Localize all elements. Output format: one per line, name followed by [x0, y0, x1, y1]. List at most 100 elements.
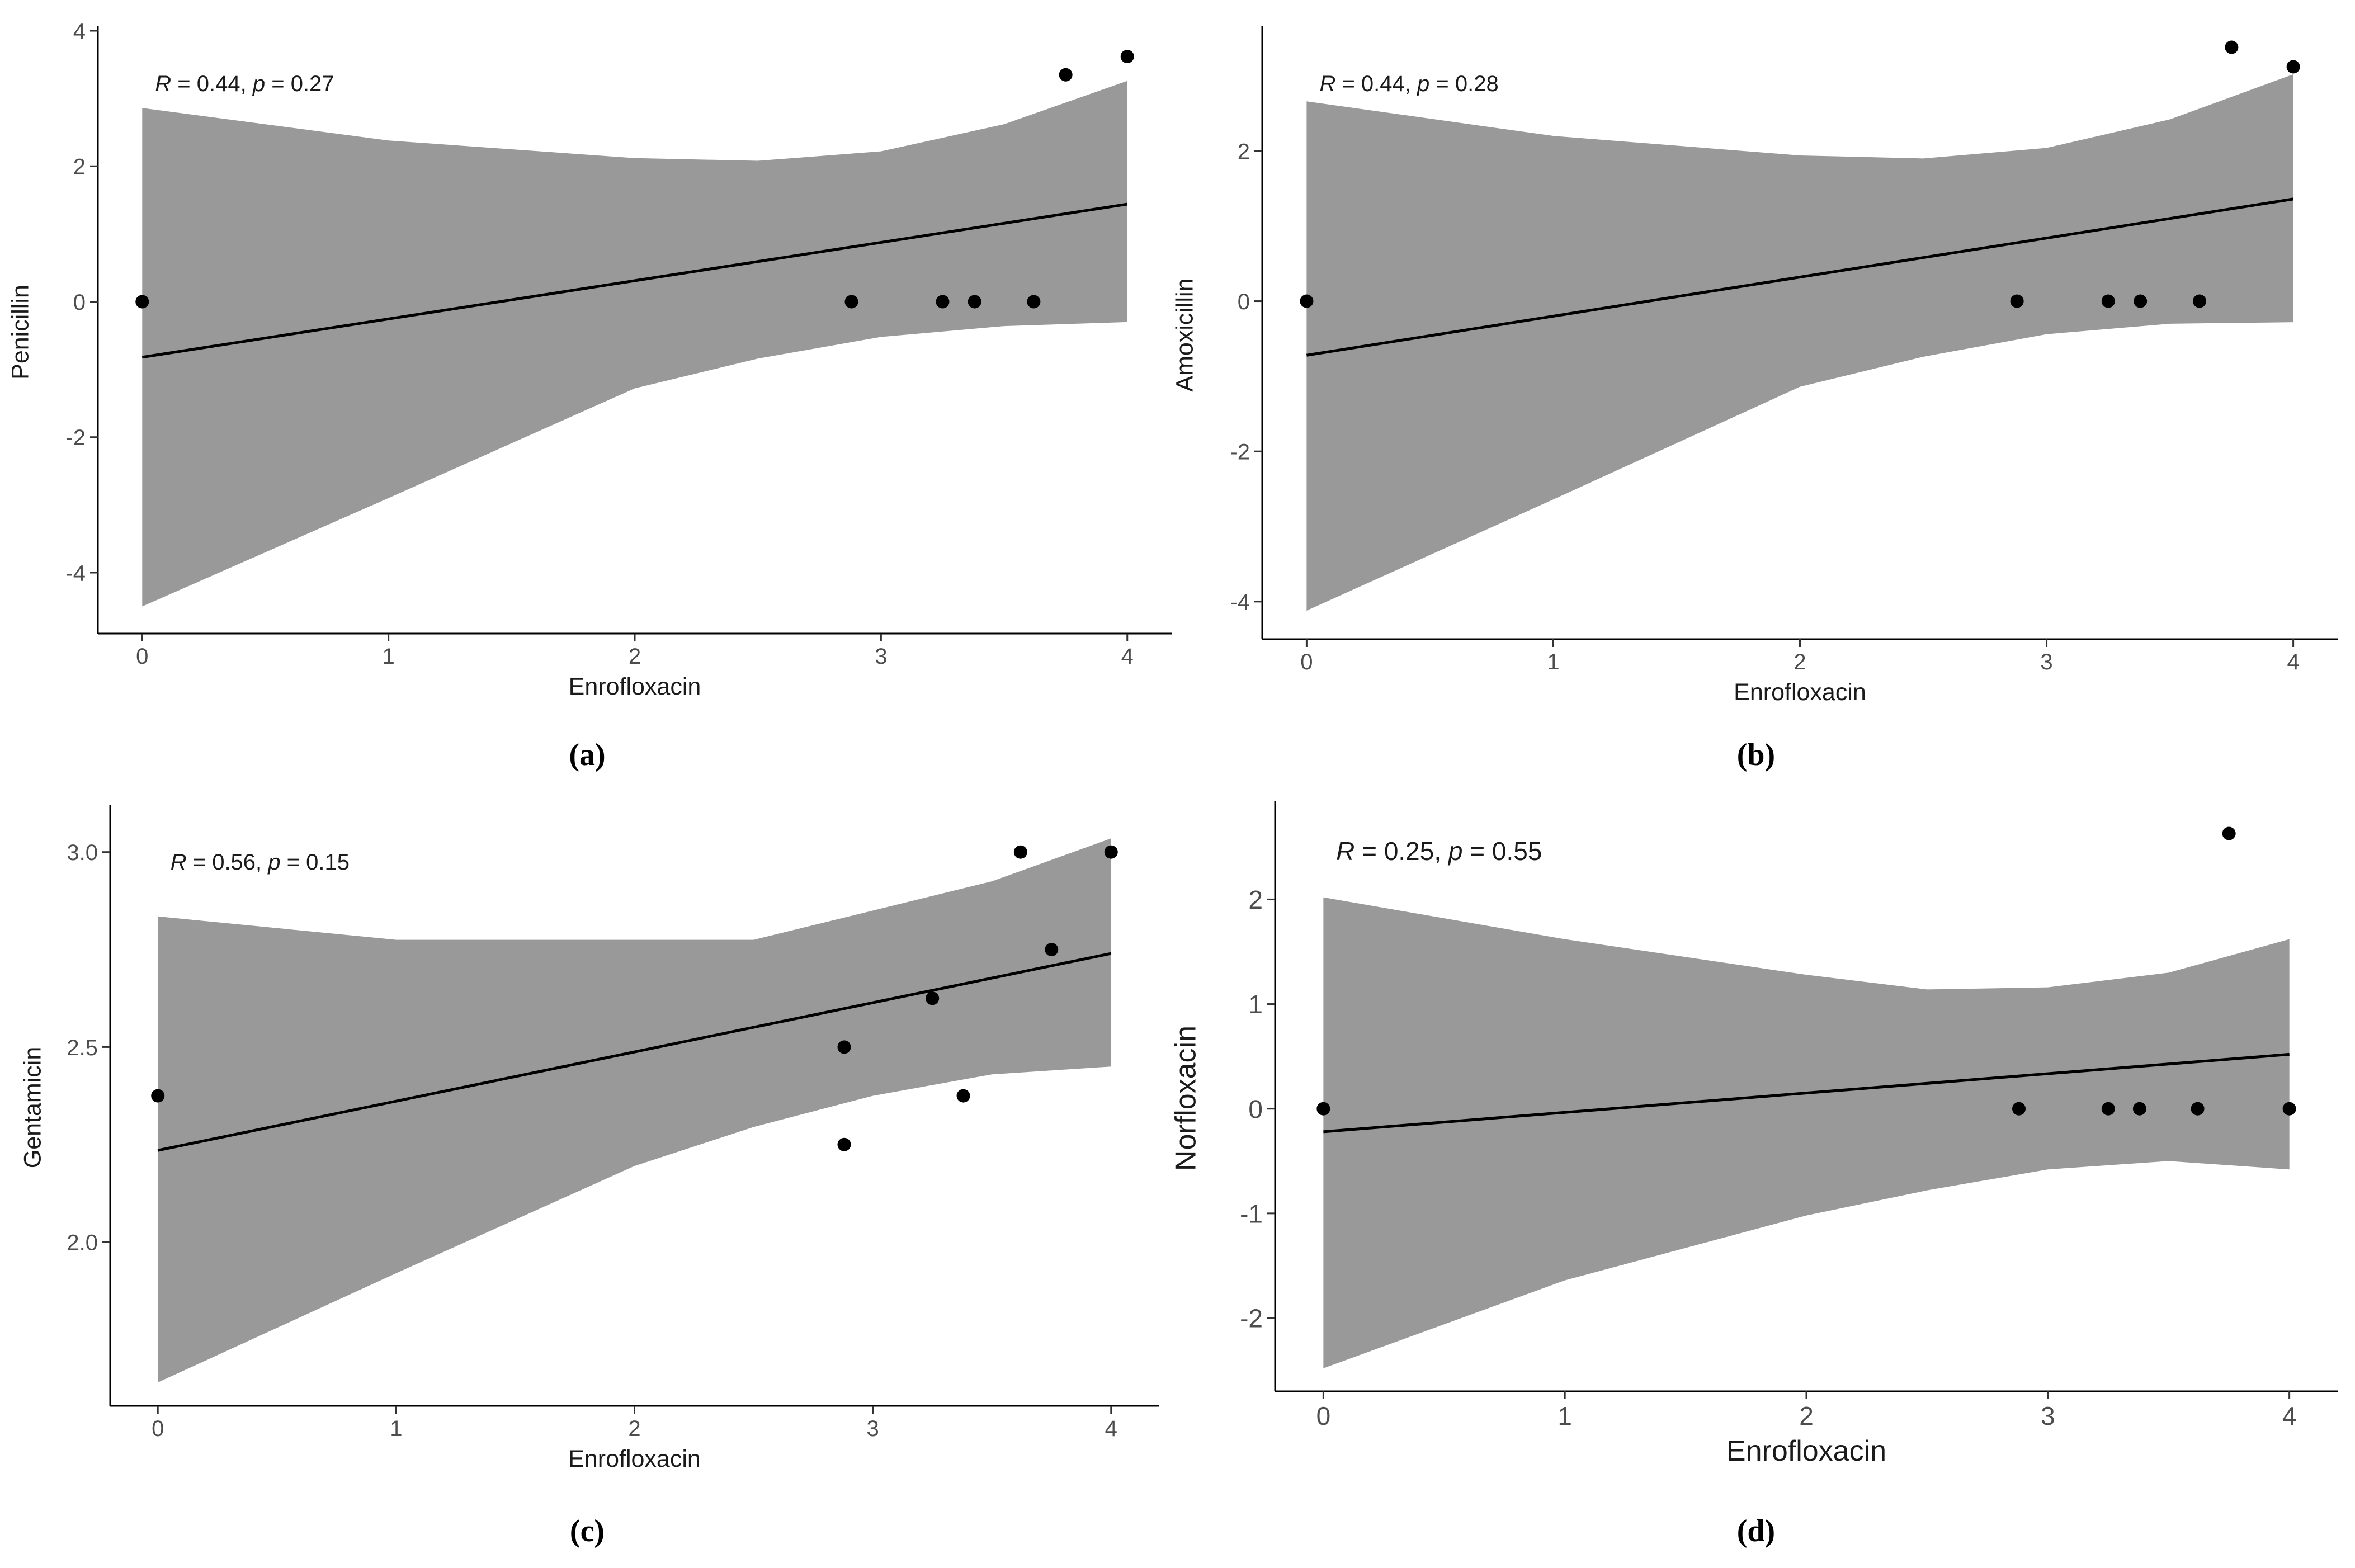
- panel-b: 0 1 2 3 4 -4 -2 0 2 Enrofloxacin Amoxicillin R = 0.…: [1171, 26, 2338, 772]
- data-point: [2012, 1102, 2026, 1116]
- x-tick-label: 2: [628, 1416, 640, 1441]
- x-tick-label: 3: [2040, 650, 2052, 674]
- x-tick-label: 0: [136, 644, 148, 669]
- x-tick-label: 1: [1558, 1401, 1572, 1430]
- data-point: [1013, 845, 1027, 859]
- data-point: [968, 295, 981, 309]
- stat-p-value: = 0.15: [281, 850, 350, 875]
- data-point: [2101, 1102, 2115, 1116]
- data-point: [837, 1040, 851, 1054]
- x-tick-label: 3: [875, 644, 887, 669]
- data-point: [2286, 60, 2300, 74]
- y-tick-label: 2: [1248, 885, 1263, 914]
- x-tick-label: 0: [1300, 650, 1313, 674]
- data-point: [2101, 294, 2115, 308]
- stat-p-value: = 0.27: [265, 72, 334, 96]
- y-axis-title: Norfloxacin: [1170, 1026, 1202, 1171]
- x-tick-label: 3: [867, 1416, 879, 1441]
- confidence-band: [1323, 897, 2290, 1368]
- x-tick-label: 3: [2041, 1401, 2055, 1430]
- x-tick-label: 2: [629, 644, 641, 669]
- data-point: [1316, 1102, 1330, 1116]
- stat-r-value: = 0.25,: [1355, 837, 1448, 866]
- regression-line: [157, 952, 1112, 1152]
- x-tick-label: 1: [383, 644, 395, 669]
- y-tick-label: 0: [1238, 290, 1250, 314]
- y-tick-label: 2.5: [67, 1036, 98, 1060]
- x-tick-label: 2: [1794, 650, 1806, 674]
- y-axis-title: Penicillin: [7, 285, 34, 380]
- y-tick-label: 0: [1248, 1094, 1263, 1123]
- data-point: [1027, 295, 1041, 309]
- data-point: [2222, 826, 2236, 840]
- y-tick-label: -2: [1240, 1304, 1263, 1333]
- y-tick-label: -1: [1240, 1199, 1263, 1228]
- data-point: [1059, 68, 1073, 82]
- data-point: [2134, 294, 2148, 308]
- data-point: [2191, 1102, 2205, 1116]
- y-tick-label: 4: [73, 19, 86, 44]
- x-tick-label: 4: [1105, 1416, 1117, 1441]
- stat-r-label: R: [1319, 72, 1335, 96]
- data-point: [1104, 845, 1118, 859]
- stat-p-label: p: [1417, 72, 1429, 96]
- x-axis-title: Enrofloxacin: [1726, 1435, 1886, 1467]
- data-point: [1045, 943, 1059, 957]
- stat-p-label: p: [252, 72, 265, 96]
- correlation-annotation: R = 0.44, p = 0.28: [1319, 72, 1498, 96]
- stat-p-label: p: [1447, 837, 1463, 866]
- y-tick-label: 0: [73, 290, 86, 315]
- x-axis-title: Enrofloxacin: [569, 673, 701, 700]
- x-tick-label: 0: [1316, 1401, 1331, 1430]
- y-tick-label: -4: [1230, 590, 1250, 615]
- panel-a: 0 1 2 3 4 -4 -2 0 2 4 Enrofloxacin Penicillin R = 0.…: [7, 19, 1172, 772]
- stat-r-value: = 0.44,: [1335, 72, 1417, 96]
- confidence-band: [158, 838, 1111, 1383]
- panel-label: (a): [569, 738, 605, 772]
- data-point: [2282, 1102, 2296, 1116]
- stat-p-value: = 0.28: [1429, 72, 1498, 96]
- stat-r-value: = 0.56,: [187, 850, 268, 875]
- y-tick-label: 2.0: [67, 1230, 98, 1255]
- stat-r-label: R: [155, 72, 171, 96]
- panel-d: 0 1 2 3 4 -2 -1 0 1 2 Enrofloxacin Norfloxacin R = 0…: [1170, 801, 2338, 1548]
- x-axis-title: Enrofloxacin: [568, 1446, 701, 1472]
- y-tick-label: 1: [1248, 990, 1263, 1019]
- y-axis-title: Amoxicillin: [1171, 278, 1198, 391]
- data-point: [2010, 294, 2024, 308]
- data-point: [151, 1089, 165, 1103]
- data-point: [956, 1089, 970, 1103]
- y-tick-label: -2: [65, 426, 86, 450]
- data-point: [1120, 50, 1134, 64]
- data-point: [844, 295, 858, 309]
- data-point: [926, 991, 940, 1005]
- y-tick-label: 2: [1238, 139, 1250, 164]
- x-tick-label: 4: [2282, 1401, 2297, 1430]
- x-tick-label: 4: [2287, 650, 2299, 674]
- confidence-band: [142, 81, 1127, 607]
- data-point: [837, 1137, 851, 1151]
- regression-line: [1306, 197, 2294, 357]
- stat-r-label: R: [171, 850, 187, 875]
- y-tick-label: 2: [73, 155, 86, 180]
- x-tick-label: 2: [1799, 1401, 1814, 1430]
- stat-r-label: R: [1336, 837, 1355, 866]
- data-point: [1300, 294, 1314, 308]
- regression-line: [141, 202, 1128, 359]
- data-point: [2225, 40, 2239, 54]
- stat-p-value: = 0.55: [1463, 837, 1542, 866]
- correlation-annotation: R = 0.44, p = 0.27: [155, 72, 334, 96]
- panel-label: (b): [1737, 738, 1775, 772]
- data-point: [2132, 1102, 2146, 1116]
- confidence-band: [1306, 74, 2293, 611]
- panel-label: (d): [1737, 1514, 1775, 1548]
- stat-p-label: p: [267, 850, 280, 875]
- x-axis-title: Enrofloxacin: [1734, 679, 1866, 706]
- panel-c: 0 1 2 3 4 2.0 2.5 3.0 Enrofloxacin Gentamicin R = …: [19, 805, 1159, 1548]
- x-tick-label: 1: [1547, 650, 1559, 674]
- x-tick-label: 0: [152, 1416, 164, 1441]
- y-tick-label: 3.0: [67, 840, 98, 865]
- x-tick-label: 1: [390, 1416, 402, 1441]
- x-tick-label: 4: [1121, 644, 1134, 669]
